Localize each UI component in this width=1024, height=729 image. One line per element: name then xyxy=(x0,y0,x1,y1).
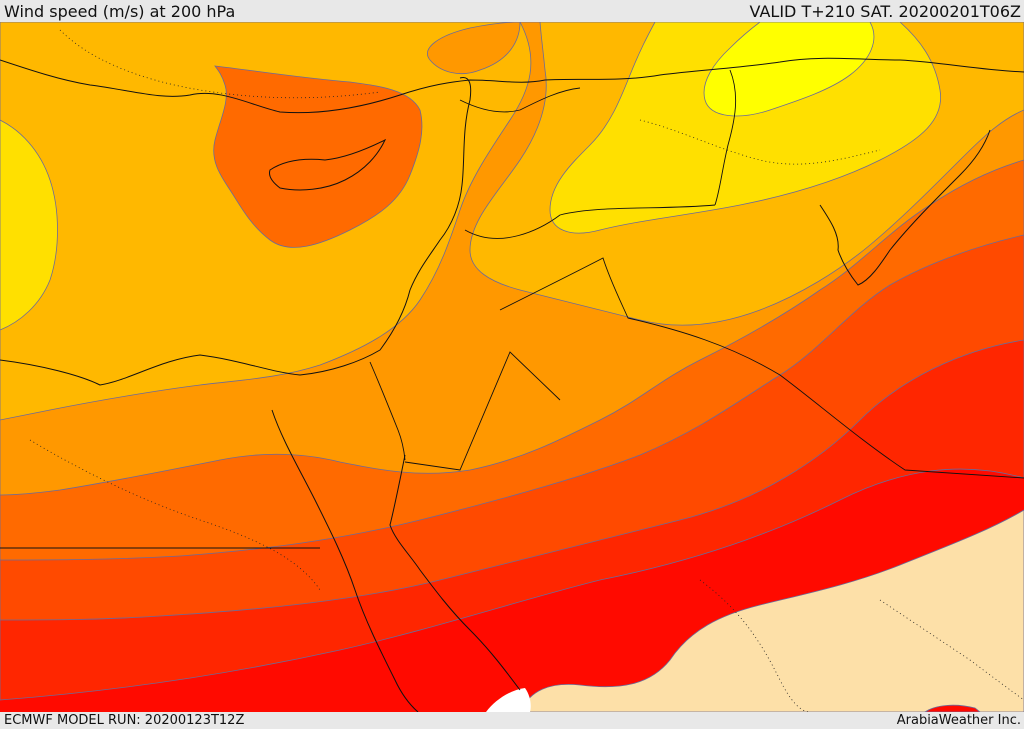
sea-patch xyxy=(486,688,531,712)
band-pale xyxy=(519,509,1024,712)
map-svg xyxy=(0,22,1024,712)
coastline-cyprus xyxy=(269,138,387,191)
chart-title: Wind speed (m/s) at 200 hPa xyxy=(4,1,236,21)
band-dark-orange-cyprus xyxy=(213,65,423,248)
border-saudi-iraq xyxy=(499,257,1024,479)
coastline-red-sea-west xyxy=(271,409,419,712)
band-yellow xyxy=(703,22,875,117)
coastline-levant xyxy=(0,76,472,386)
credit: ArabiaWeather Inc. xyxy=(896,713,1021,728)
valid-time: VALID T+210 SAT. 20200201T06Z xyxy=(749,1,1021,21)
coastline-red-sea-east xyxy=(389,454,521,691)
border-iraq-iran xyxy=(714,69,737,206)
band-orange-north xyxy=(427,22,521,74)
wind-speed-map xyxy=(0,22,1024,712)
coastline-turkey xyxy=(0,57,1024,114)
band-gold-west xyxy=(0,119,58,331)
band-red-blob xyxy=(924,704,981,712)
border-egypt-east xyxy=(369,361,406,461)
model-run: ECMWF MODEL RUN: 20200123T12Z xyxy=(4,713,245,728)
aux-contour-3 xyxy=(29,439,321,591)
coastline-gulf xyxy=(819,129,991,286)
border-syria-turkey xyxy=(459,87,581,113)
aux-contour-5 xyxy=(879,599,1024,701)
border-iraq-syria xyxy=(464,204,716,239)
border-jordan-saudi xyxy=(404,351,561,471)
chart-footer: ECMWF MODEL RUN: 20200123T12Z ArabiaWeat… xyxy=(0,712,1024,729)
chart-header: Wind speed (m/s) at 200 hPa VALID T+210 … xyxy=(0,0,1024,22)
